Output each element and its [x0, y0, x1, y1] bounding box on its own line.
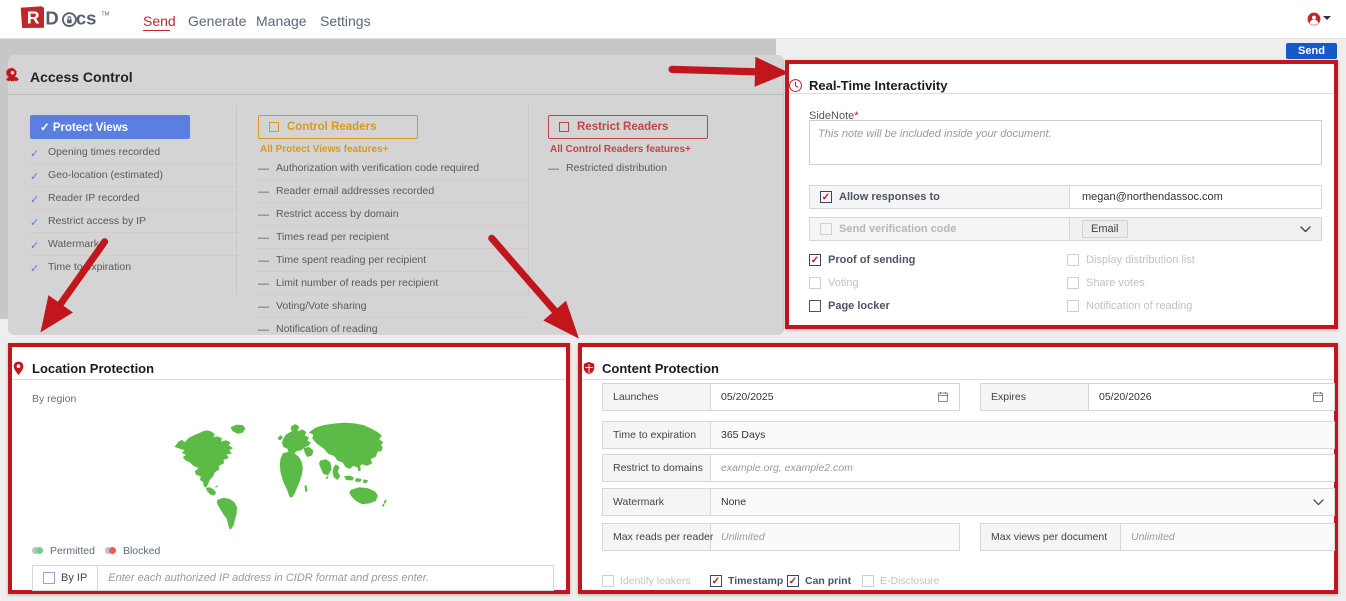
svg-text:TM: TM	[101, 11, 109, 17]
svg-text:cs: cs	[76, 8, 97, 29]
svg-text:D: D	[45, 8, 58, 29]
svg-text:R: R	[27, 8, 40, 28]
